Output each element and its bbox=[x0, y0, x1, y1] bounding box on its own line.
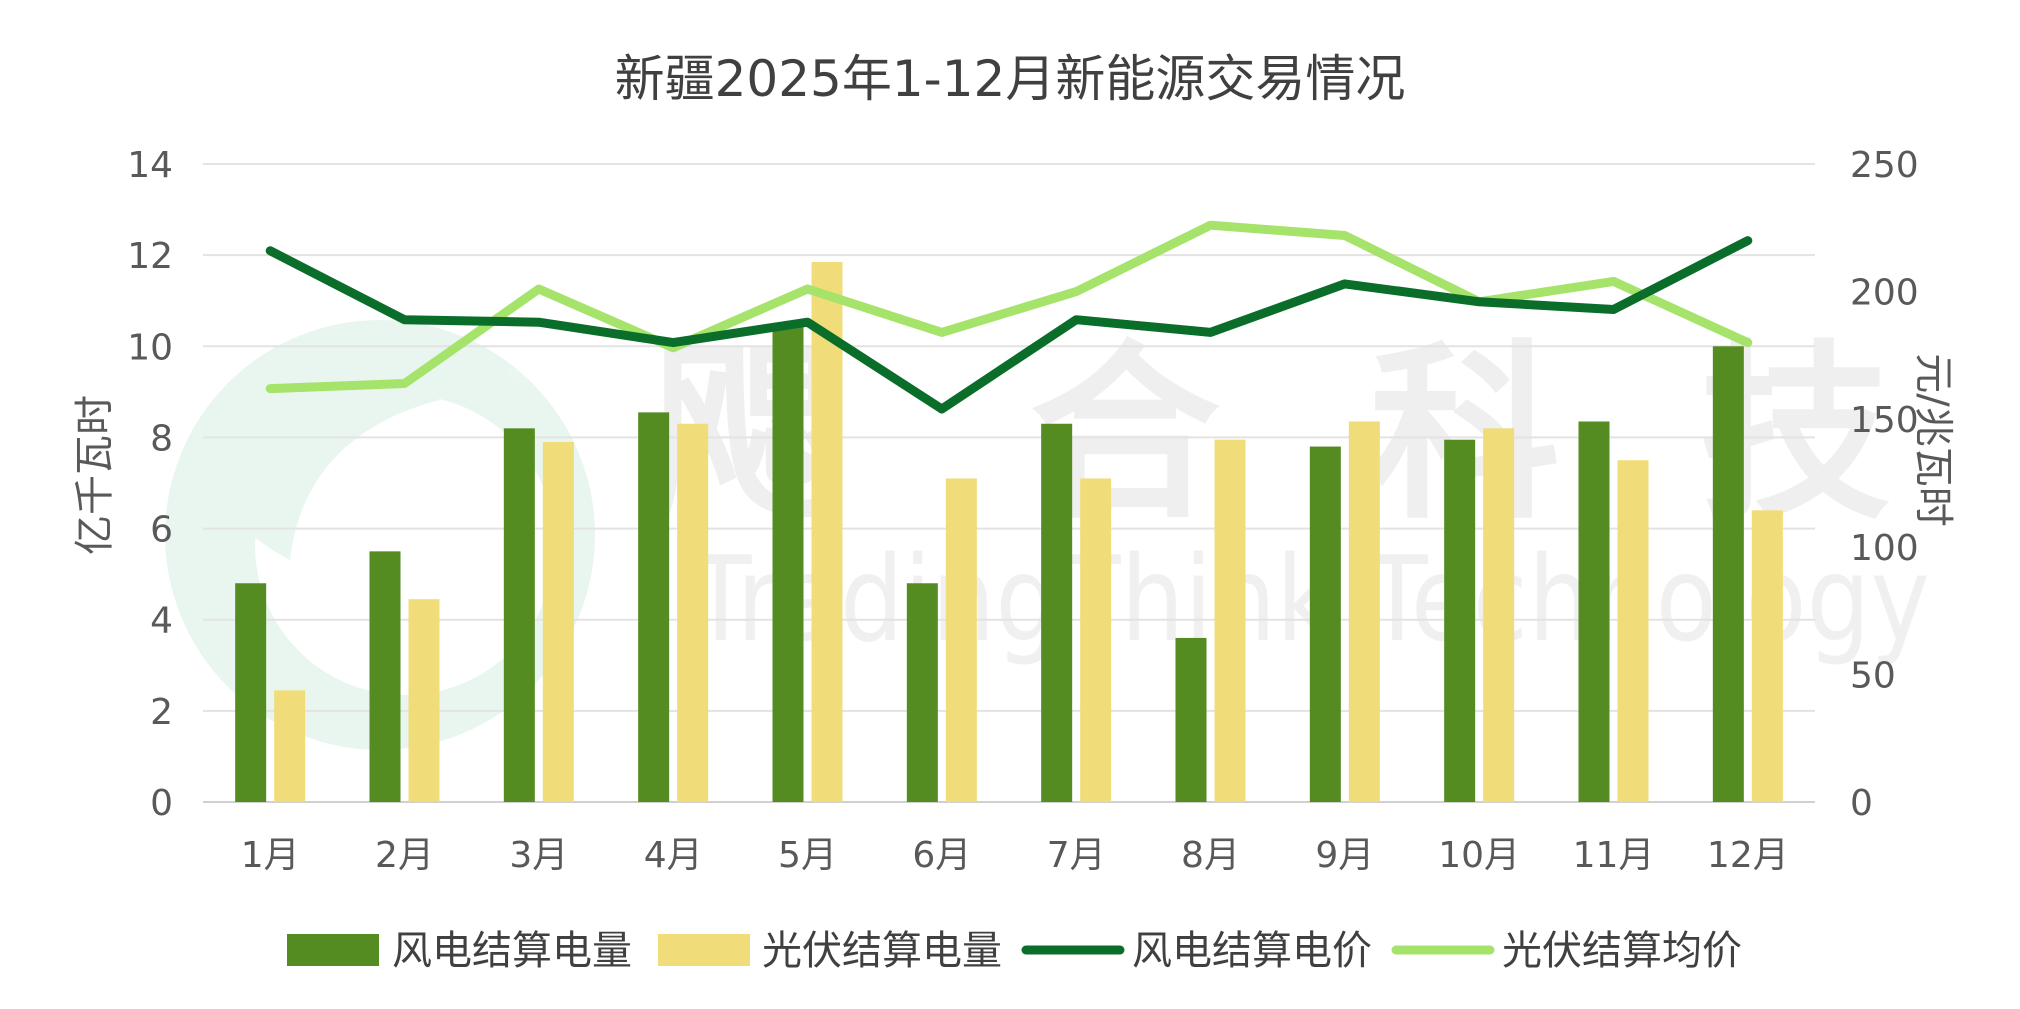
legend-label-wind-volume: 风电结算电量 bbox=[392, 928, 632, 974]
chart-title: 新疆2025年1-12月新能源交易情况 bbox=[615, 50, 1406, 108]
x-tick-label: 2月 bbox=[375, 835, 434, 876]
x-tick-label: 10月 bbox=[1438, 835, 1520, 876]
right-tick-label: 100 bbox=[1850, 528, 1919, 569]
bar-wind-10 bbox=[1444, 439, 1476, 802]
bar-wind-9 bbox=[1309, 446, 1341, 802]
legend-swatch-solar-volume bbox=[658, 934, 750, 966]
bar-solar-12 bbox=[1751, 510, 1783, 802]
legend: 风电结算电量 光伏结算电量 风电结算电价 光伏结算均价 bbox=[287, 928, 1742, 974]
legend-swatch-wind-volume bbox=[287, 934, 379, 966]
line-series bbox=[265, 220, 1753, 414]
x-tick-label: 11月 bbox=[1573, 835, 1655, 876]
bar-wind-1 bbox=[235, 583, 267, 802]
right-tick-label: 0 bbox=[1850, 783, 1873, 824]
left-tick-label: 6 bbox=[150, 510, 173, 551]
grid-lines bbox=[203, 163, 1815, 803]
left-tick-label: 10 bbox=[127, 327, 173, 368]
left-tick-label: 8 bbox=[150, 418, 173, 459]
right-tick-label: 200 bbox=[1850, 273, 1919, 314]
right-tick-label: 150 bbox=[1850, 400, 1919, 441]
x-tick-label: 7月 bbox=[1047, 835, 1106, 876]
bar-solar-5 bbox=[811, 261, 843, 802]
bar-solar-11 bbox=[1617, 460, 1649, 802]
legend-label-wind-price: 风电结算电价 bbox=[1132, 928, 1372, 974]
x-tick-label: 1月 bbox=[241, 835, 300, 876]
right-tick-label: 250 bbox=[1850, 145, 1919, 186]
bar-solar-1 bbox=[274, 690, 306, 802]
x-tick-label: 9月 bbox=[1315, 835, 1374, 876]
bar-wind-6 bbox=[906, 583, 938, 802]
bar-wind-2 bbox=[369, 551, 401, 802]
bar-solar-10 bbox=[1483, 428, 1515, 802]
right-axis-ticks: 0 50 100 150 200 250 bbox=[1850, 145, 1919, 824]
left-tick-label: 4 bbox=[150, 601, 173, 642]
left-tick-label: 12 bbox=[127, 236, 173, 277]
line-solar-price bbox=[265, 220, 1753, 394]
bar-wind-8 bbox=[1175, 637, 1207, 802]
bar-wind-12 bbox=[1712, 346, 1744, 802]
legend-label-solar-volume: 光伏结算电量 bbox=[762, 928, 1002, 974]
x-axis-ticks: 1月 2月 3月 4月 5月 6月 7月 8月 9月 10月 11月 12月 bbox=[241, 835, 1789, 876]
line-wind-price bbox=[265, 236, 1753, 414]
bar-wind-7 bbox=[1041, 423, 1073, 802]
bar-wind-4 bbox=[638, 412, 670, 802]
x-tick-label: 5月 bbox=[778, 835, 837, 876]
watermark-en: TradingThink Technology bbox=[689, 530, 1930, 668]
x-tick-label: 4月 bbox=[644, 835, 703, 876]
bar-solar-9 bbox=[1348, 421, 1380, 802]
bar-solar-7 bbox=[1080, 478, 1112, 802]
x-tick-label: 3月 bbox=[509, 835, 568, 876]
left-axis-title: 亿千瓦时 bbox=[72, 395, 118, 555]
left-tick-label: 14 bbox=[127, 145, 173, 186]
bar-solar-2 bbox=[408, 599, 440, 802]
x-tick-label: 8月 bbox=[1181, 835, 1240, 876]
bar-series bbox=[235, 261, 1783, 802]
x-tick-label: 6月 bbox=[912, 835, 971, 876]
left-tick-label: 2 bbox=[150, 692, 173, 733]
bar-solar-6 bbox=[945, 478, 977, 802]
right-axis-title: 元/兆瓦时 bbox=[1910, 353, 1956, 526]
left-tick-label: 0 bbox=[150, 783, 173, 824]
bar-solar-4 bbox=[677, 423, 709, 802]
x-tick-label: 12月 bbox=[1707, 835, 1789, 876]
bar-wind-11 bbox=[1578, 421, 1610, 802]
left-axis-ticks: 0 2 4 6 8 10 12 14 bbox=[127, 145, 173, 824]
bar-wind-5 bbox=[772, 323, 804, 802]
bar-solar-3 bbox=[542, 441, 574, 802]
right-tick-label: 50 bbox=[1850, 655, 1896, 696]
bar-solar-8 bbox=[1214, 439, 1246, 802]
bar-wind-3 bbox=[503, 428, 535, 802]
legend-label-solar-price: 光伏结算均价 bbox=[1502, 928, 1742, 974]
